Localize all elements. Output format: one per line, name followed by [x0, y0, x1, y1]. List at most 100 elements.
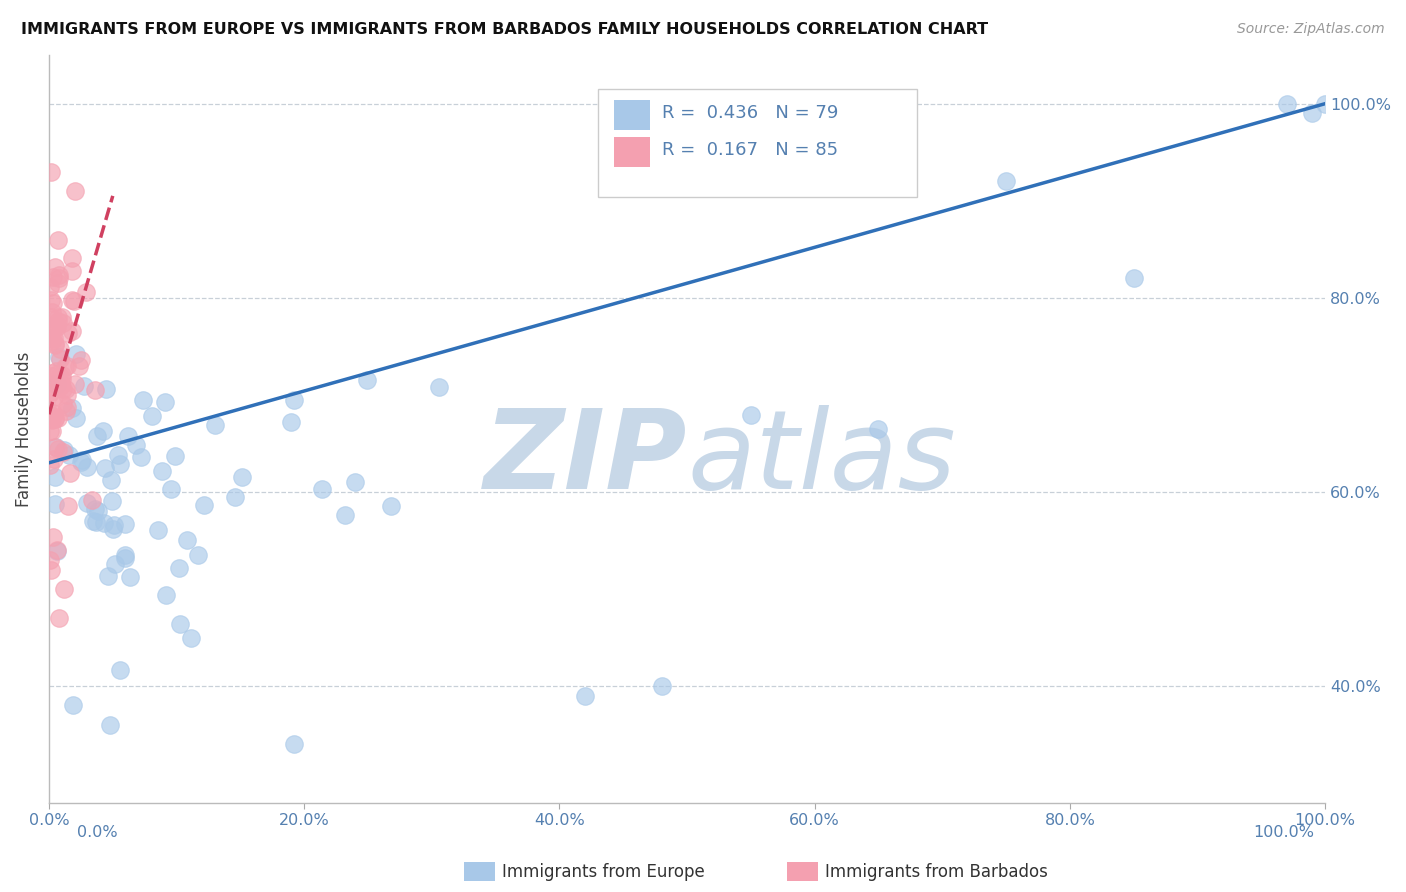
Point — [39, 385, 62, 400]
Point — [344, 475, 367, 489]
Point — [76, 495, 98, 509]
Point — [48, 380, 70, 394]
Point — [52, 316, 75, 330]
Point — [63, 376, 86, 391]
Point — [94, 461, 117, 475]
Point — [148, 523, 170, 537]
Point — [131, 393, 153, 408]
Point — [48, 352, 70, 367]
Point — [39, 310, 62, 324]
Point — [427, 379, 450, 393]
Text: ZIP: ZIP — [484, 405, 688, 512]
Text: atlas: atlas — [688, 405, 956, 512]
Point — [60, 251, 83, 265]
Point — [73, 379, 96, 393]
Point — [48, 270, 70, 285]
Point — [82, 515, 104, 529]
Point — [56, 499, 79, 513]
Point — [42, 322, 65, 336]
Point — [65, 411, 87, 425]
Point — [155, 588, 177, 602]
Point — [46, 442, 69, 457]
Point — [103, 522, 125, 536]
Text: Immigrants from Europe: Immigrants from Europe — [502, 863, 704, 881]
Point — [97, 568, 120, 582]
Point — [44, 260, 66, 275]
Point — [52, 444, 75, 458]
Point — [1301, 106, 1323, 120]
Point — [45, 364, 67, 378]
Point — [84, 515, 107, 529]
Point — [42, 530, 65, 544]
Point — [1122, 271, 1144, 285]
Point — [44, 410, 66, 425]
Point — [42, 295, 65, 310]
Point — [39, 293, 62, 308]
Point — [60, 324, 83, 338]
Point — [141, 409, 163, 424]
Point — [129, 450, 152, 465]
Point — [39, 408, 62, 422]
Point — [60, 264, 83, 278]
Point — [39, 280, 62, 294]
Point — [56, 400, 79, 414]
Point — [868, 422, 890, 436]
Point — [39, 385, 62, 400]
Point — [39, 408, 62, 422]
Point — [63, 294, 86, 309]
Point — [63, 184, 86, 198]
Point — [204, 417, 226, 432]
Point — [159, 482, 181, 496]
Point — [69, 353, 91, 368]
Point — [48, 314, 70, 328]
Point — [100, 473, 122, 487]
Point — [104, 558, 127, 572]
Point — [42, 269, 65, 284]
Point — [52, 397, 75, 411]
Text: Immigrants from Barbados: Immigrants from Barbados — [825, 863, 1049, 881]
Point — [67, 359, 90, 373]
Point — [44, 336, 66, 351]
Point — [283, 737, 305, 751]
Point — [59, 466, 82, 480]
Point — [46, 368, 69, 382]
Point — [108, 457, 131, 471]
Point — [65, 347, 87, 361]
Y-axis label: Family Households: Family Households — [15, 351, 32, 507]
Point — [41, 305, 63, 319]
Point — [49, 369, 72, 384]
Point — [86, 429, 108, 443]
Point — [165, 450, 187, 464]
Point — [41, 331, 63, 345]
Point — [46, 233, 69, 247]
Point — [1313, 96, 1336, 111]
Point — [356, 373, 378, 387]
Point — [169, 616, 191, 631]
Point — [114, 548, 136, 562]
Point — [39, 553, 62, 567]
Text: R =  0.436   N = 79: R = 0.436 N = 79 — [662, 103, 838, 121]
Point — [176, 533, 198, 547]
Text: R =  0.167   N = 85: R = 0.167 N = 85 — [662, 141, 838, 159]
Point — [60, 293, 83, 308]
Point — [45, 440, 67, 454]
Point — [39, 323, 62, 337]
Point — [740, 408, 762, 422]
Point — [100, 494, 122, 508]
Point — [44, 412, 66, 426]
FancyBboxPatch shape — [598, 89, 917, 197]
Text: IMMIGRANTS FROM EUROPE VS IMMIGRANTS FROM BARBADOS FAMILY HOUSEHOLDS CORRELATION: IMMIGRANTS FROM EUROPE VS IMMIGRANTS FRO… — [21, 22, 988, 37]
Point — [100, 718, 122, 732]
Point — [51, 372, 73, 386]
Point — [44, 375, 66, 389]
Point — [39, 424, 62, 438]
Point — [41, 424, 63, 438]
Point — [41, 366, 63, 380]
Point — [42, 390, 65, 404]
Point — [1275, 96, 1298, 111]
Point — [46, 277, 69, 291]
Point — [39, 563, 62, 577]
Point — [150, 464, 173, 478]
Point — [231, 470, 253, 484]
Point — [125, 438, 148, 452]
